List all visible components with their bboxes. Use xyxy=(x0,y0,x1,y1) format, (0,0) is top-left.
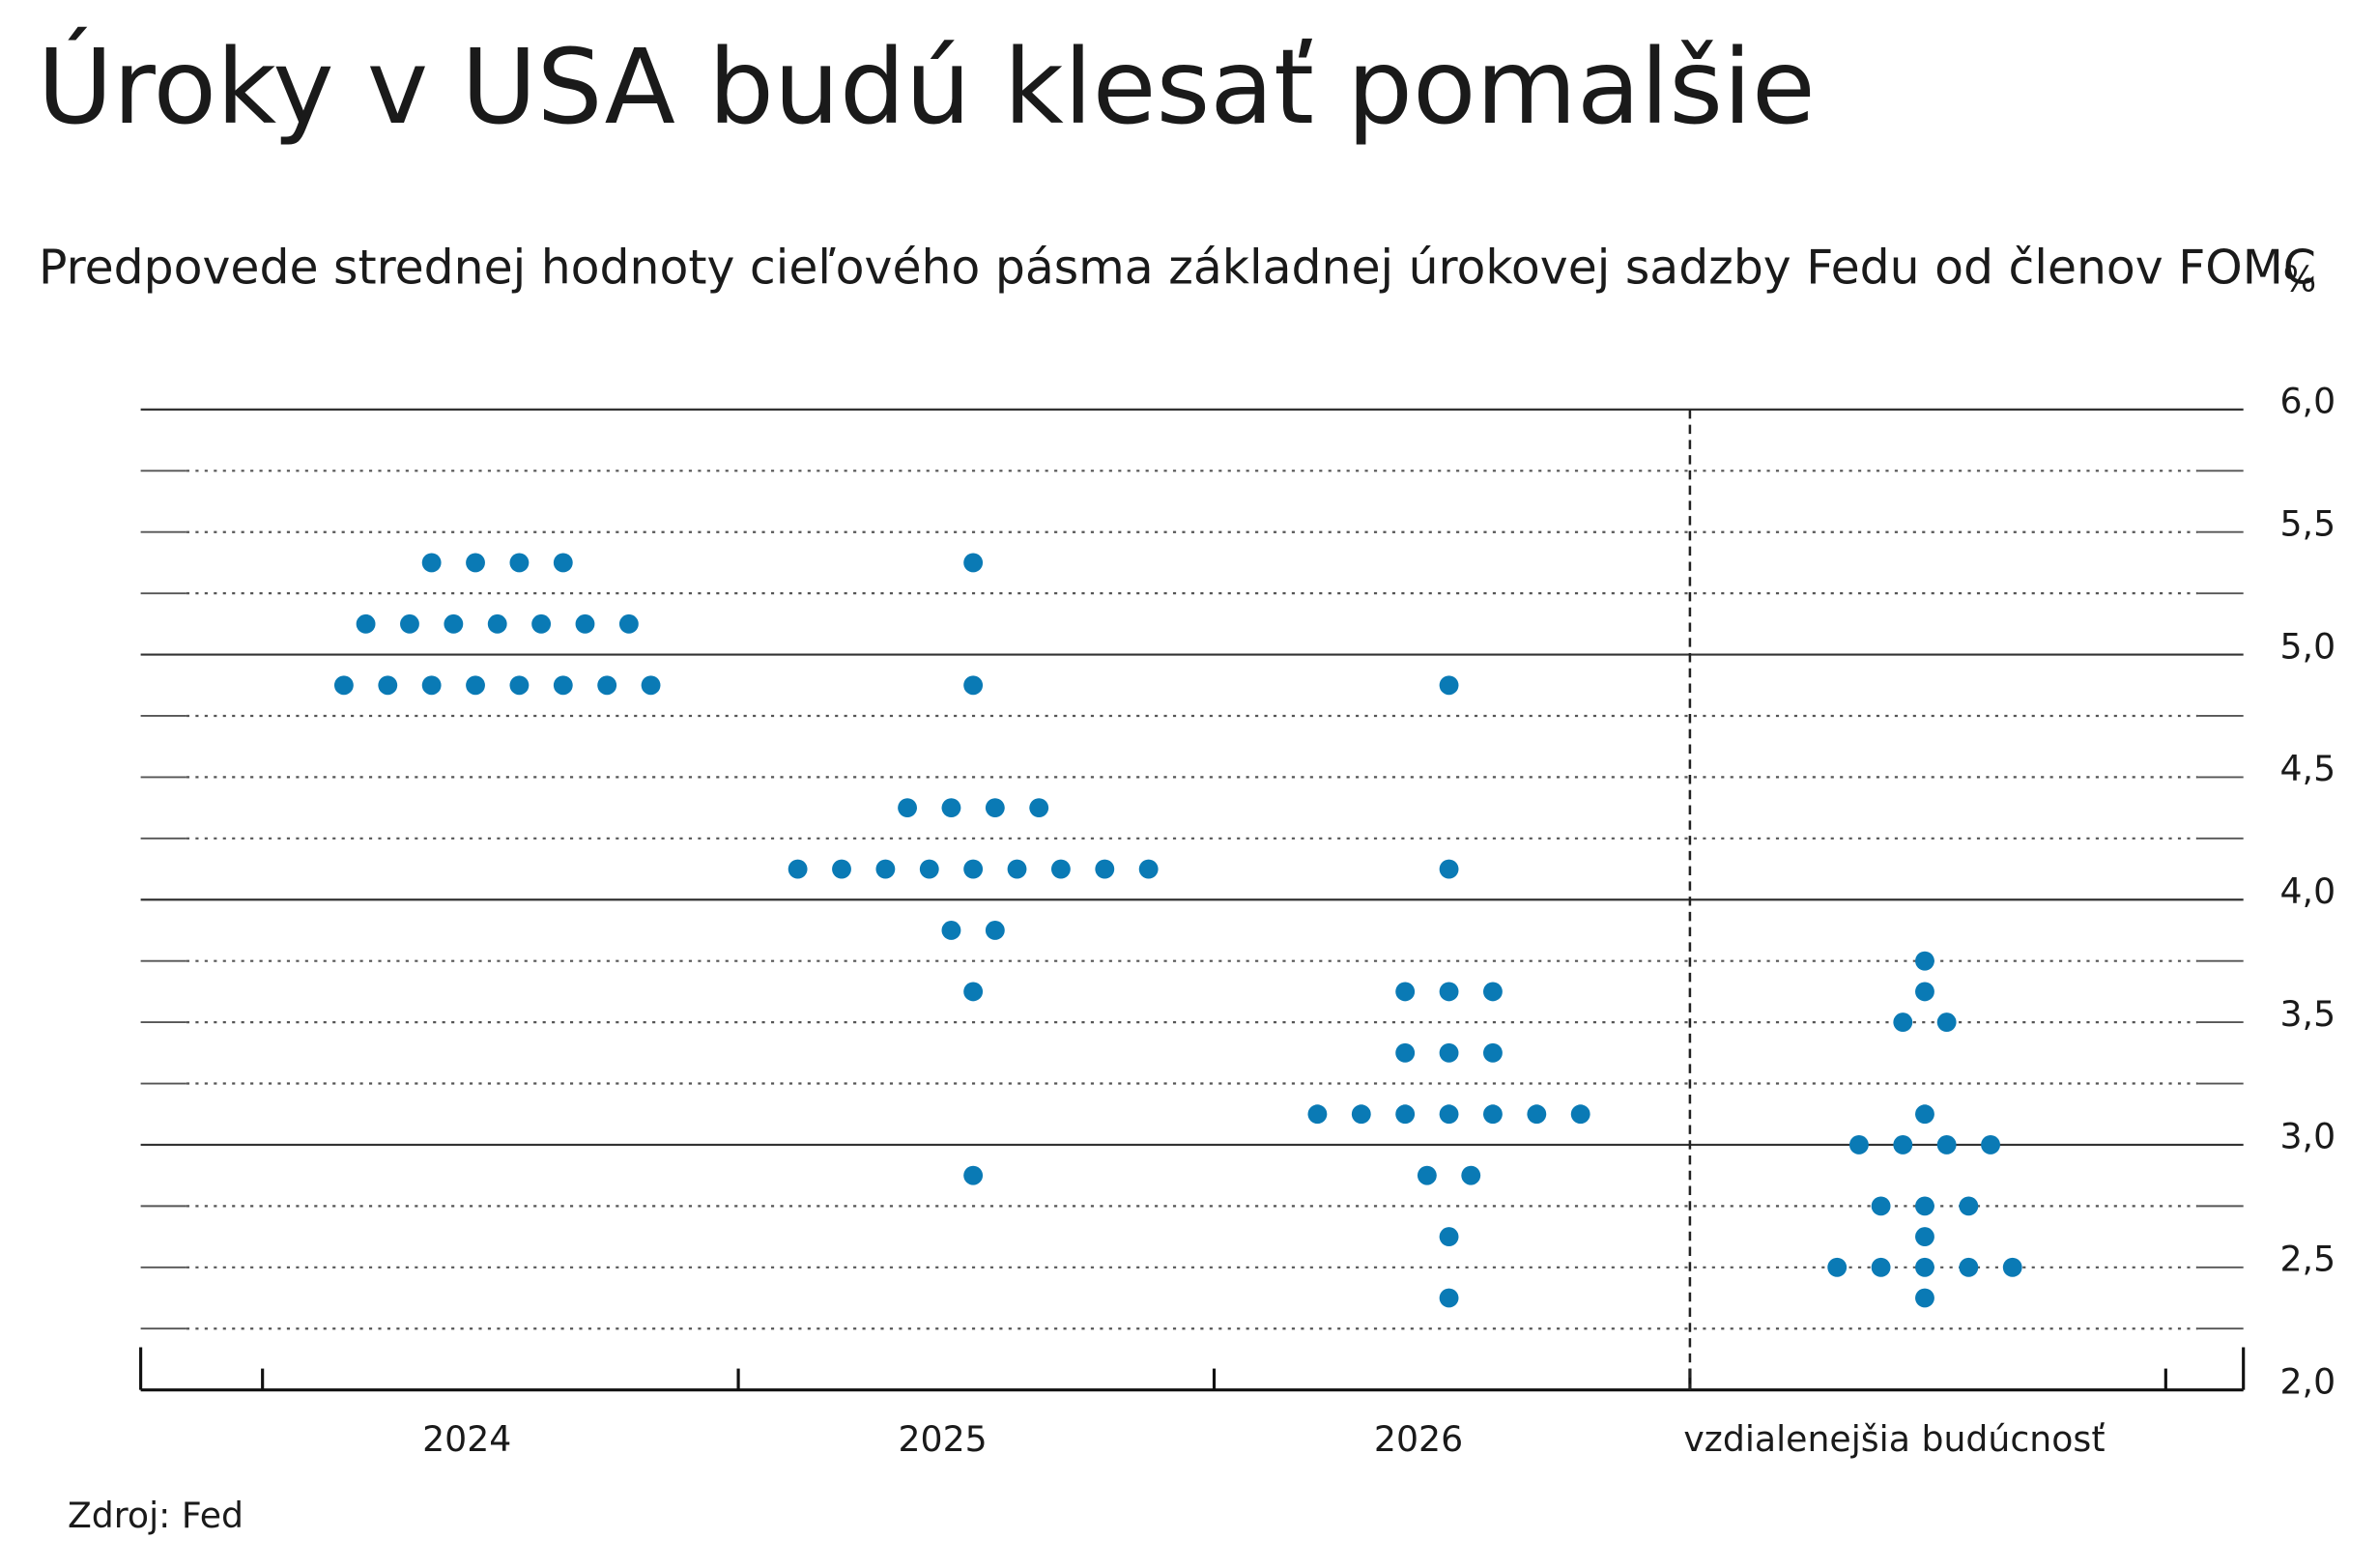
dot xyxy=(1439,1042,1459,1063)
dot xyxy=(941,921,961,940)
dot xyxy=(1395,1104,1416,1125)
dot xyxy=(1936,1012,1957,1033)
dot xyxy=(1915,1196,1934,1216)
dot xyxy=(1439,1104,1459,1125)
dot xyxy=(1959,1196,1979,1216)
dot xyxy=(1915,951,1934,971)
dot xyxy=(641,675,661,696)
y-tick-label: 5,0 xyxy=(2280,625,2336,667)
dot xyxy=(400,613,419,634)
y-tick-label: 2,0 xyxy=(2280,1360,2336,1402)
chart-subtitle: Predpovede strednej hodnoty cieľového pá… xyxy=(39,240,2316,295)
dot xyxy=(963,982,984,1002)
dot xyxy=(1959,1257,1979,1277)
dot xyxy=(1827,1257,1848,1277)
dot xyxy=(466,675,485,696)
dot xyxy=(378,675,398,696)
dot xyxy=(1848,1135,1869,1155)
dot xyxy=(1981,1135,2000,1155)
dot xyxy=(1417,1165,1437,1185)
y-tick-label: 4,5 xyxy=(2280,748,2336,789)
chart-title: Úroky v USA budú klesať pomalšie xyxy=(37,27,1815,148)
dot xyxy=(356,613,376,634)
dot xyxy=(1936,1135,1957,1155)
dot xyxy=(1395,982,1416,1002)
dot xyxy=(444,613,464,634)
dot xyxy=(1439,859,1459,879)
dot xyxy=(941,798,961,818)
dot xyxy=(898,798,917,818)
dot xyxy=(1871,1196,1891,1216)
x-tick-label: 2024 xyxy=(422,1418,511,1460)
dot xyxy=(1439,675,1459,696)
dot xyxy=(985,921,1005,940)
dot xyxy=(553,553,573,573)
y-tick-label: 4,0 xyxy=(2280,870,2336,912)
dot xyxy=(963,859,984,879)
dot xyxy=(1395,1042,1416,1063)
dot xyxy=(1893,1135,1913,1155)
dot xyxy=(509,675,530,696)
dot xyxy=(963,675,984,696)
dot xyxy=(421,553,442,573)
dot xyxy=(1915,1257,1934,1277)
x-tick-label: 2025 xyxy=(899,1418,988,1460)
y-tick-label: 3,5 xyxy=(2280,993,2336,1035)
dot xyxy=(1915,1288,1934,1308)
dot xyxy=(2002,1257,2022,1277)
y-tick-label: 2,5 xyxy=(2280,1238,2336,1279)
dot xyxy=(963,1165,984,1185)
dot xyxy=(597,675,617,696)
dot xyxy=(1029,798,1049,818)
dot xyxy=(1915,1227,1934,1247)
source: Zdroj: Fed xyxy=(68,1495,244,1536)
dot xyxy=(1461,1165,1481,1185)
dot xyxy=(919,859,939,879)
dot xyxy=(1871,1257,1891,1277)
dot xyxy=(832,859,851,879)
dot xyxy=(531,613,552,634)
dot xyxy=(618,613,639,634)
dot xyxy=(421,675,442,696)
dot xyxy=(1307,1104,1328,1125)
x-tick-label: vzdialenejšia budúcnosť xyxy=(1683,1418,2105,1460)
x-tick-label: 2026 xyxy=(1374,1418,1463,1460)
dot xyxy=(1483,1104,1503,1125)
dot xyxy=(1915,982,1934,1002)
dot xyxy=(1007,859,1027,879)
dot xyxy=(466,553,485,573)
dot xyxy=(333,675,354,696)
dot xyxy=(1439,1227,1459,1247)
y-tick-label: 3,0 xyxy=(2280,1116,2336,1157)
dot xyxy=(1915,1104,1934,1125)
y-tick-label: 5,5 xyxy=(2280,502,2336,544)
dot xyxy=(1483,982,1503,1002)
dot xyxy=(509,553,530,573)
dot xyxy=(1138,859,1159,879)
dot xyxy=(788,859,808,879)
dot xyxy=(1570,1104,1590,1125)
dot xyxy=(1351,1104,1371,1125)
dot xyxy=(1095,859,1115,879)
dot xyxy=(963,553,984,573)
dot xyxy=(1439,982,1459,1002)
dot xyxy=(553,675,573,696)
dot xyxy=(1439,1288,1459,1308)
dot xyxy=(1893,1012,1913,1033)
dot xyxy=(575,613,595,634)
y-tick-label: 6,0 xyxy=(2280,381,2336,422)
dot xyxy=(487,613,507,634)
dot xyxy=(1483,1042,1503,1063)
dot xyxy=(875,859,896,879)
dot xyxy=(1050,859,1071,879)
dot xyxy=(985,798,1005,818)
y-unit: % xyxy=(2283,259,2316,300)
dot xyxy=(1527,1104,1547,1125)
